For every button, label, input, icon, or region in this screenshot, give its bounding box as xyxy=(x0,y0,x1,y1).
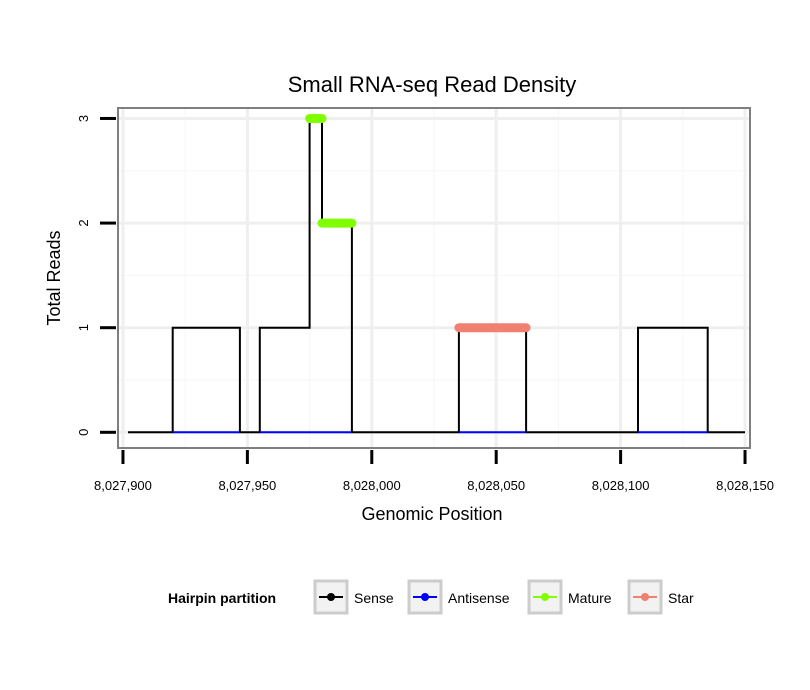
legend-label-sense: Sense xyxy=(354,590,394,606)
plot-panel xyxy=(117,107,751,449)
y-axis: 0 1 2 3 xyxy=(76,115,116,436)
y-tick-label: 2 xyxy=(76,219,91,226)
x-tick-label: 8,027,950 xyxy=(218,478,276,493)
panel-border xyxy=(117,107,751,449)
y-tick-label: 1 xyxy=(76,324,91,331)
legend-title: Hairpin partition xyxy=(168,590,276,606)
series-layer xyxy=(128,113,745,434)
x-tick-label: 8,028,000 xyxy=(343,478,401,493)
x-tick-label: 8,027,900 xyxy=(94,478,152,493)
x-tick-label: 8,028,050 xyxy=(467,478,525,493)
legend-label-star: Star xyxy=(668,590,694,606)
legend-key-dot xyxy=(327,593,335,601)
legend-label-antisense: Antisense xyxy=(448,590,510,606)
legend-label-mature: Mature xyxy=(568,590,612,606)
y-tick-label: 0 xyxy=(76,429,91,436)
y-tick-label: 3 xyxy=(76,115,91,122)
x-tick-label: 8,028,100 xyxy=(592,478,650,493)
legend-key-dot xyxy=(641,593,649,601)
legend-key-dot xyxy=(421,593,429,601)
legend-key-dot xyxy=(541,593,549,601)
x-axis-title: Genomic Position xyxy=(361,504,502,524)
legend: Hairpin partition Sense Antisense Mature St… xyxy=(168,579,694,615)
y-axis-title: Total Reads xyxy=(44,230,64,325)
x-tick-label: 8,028,150 xyxy=(716,478,774,493)
chart-title: Small RNA-seq Read Density xyxy=(288,72,577,97)
x-axis: 8,027,900 8,027,950 8,028,000 8,028,050 8,02… xyxy=(94,450,774,493)
